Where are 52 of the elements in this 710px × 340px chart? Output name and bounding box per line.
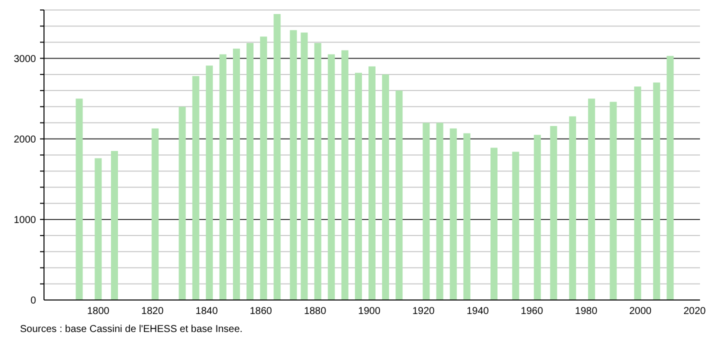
bar <box>436 122 444 300</box>
y-tick-label: 3000 <box>14 54 36 65</box>
bar <box>219 54 226 300</box>
bar <box>232 48 240 300</box>
bar <box>512 152 520 300</box>
bar <box>490 148 498 300</box>
bar <box>463 133 470 300</box>
bar <box>534 134 541 300</box>
bar <box>300 32 308 300</box>
x-tick-label: 2020 <box>683 306 706 317</box>
x-tick-label: 2000 <box>629 306 652 317</box>
bar <box>550 126 558 300</box>
bar <box>368 66 376 300</box>
x-tick-label: 1940 <box>466 306 490 317</box>
x-tick-label: 1960 <box>520 306 544 317</box>
bar <box>354 72 362 300</box>
bar <box>666 56 674 300</box>
bar <box>653 82 660 300</box>
bar <box>260 36 268 300</box>
source-note: Sources : base Cassini de l'EHESS et base Insee. <box>20 324 243 335</box>
bar <box>152 128 159 300</box>
bar <box>246 43 254 300</box>
bar <box>76 98 83 300</box>
bar <box>396 90 403 300</box>
y-tick-label: 0 <box>30 296 36 306</box>
x-tick-label: 1920 <box>412 306 436 317</box>
bar <box>382 74 390 300</box>
x-tick-label: 1900 <box>358 306 381 317</box>
bar <box>450 128 457 300</box>
bar <box>94 158 102 300</box>
bar <box>178 106 186 300</box>
x-tick-label: 1980 <box>575 306 598 317</box>
bar <box>206 66 213 300</box>
x-tick-label: 1880 <box>304 306 327 317</box>
y-tick-label: 1000 <box>14 214 36 226</box>
bar <box>588 98 596 300</box>
bar <box>341 50 348 300</box>
x-tick-label: 1820 <box>141 306 164 317</box>
bar <box>290 30 297 300</box>
x-tick-label: 1860 <box>250 306 272 317</box>
x-tick-label: 1840 <box>196 306 218 317</box>
bar <box>610 102 617 300</box>
bar <box>422 122 430 300</box>
bar <box>110 150 118 300</box>
bar <box>569 116 576 300</box>
bar <box>328 54 335 300</box>
bar <box>314 43 322 300</box>
bar <box>192 76 200 300</box>
bar <box>634 86 642 300</box>
bar <box>274 14 281 300</box>
x-tick-label: 1800 <box>87 306 110 317</box>
y-tick-label: 2000 <box>14 134 36 146</box>
